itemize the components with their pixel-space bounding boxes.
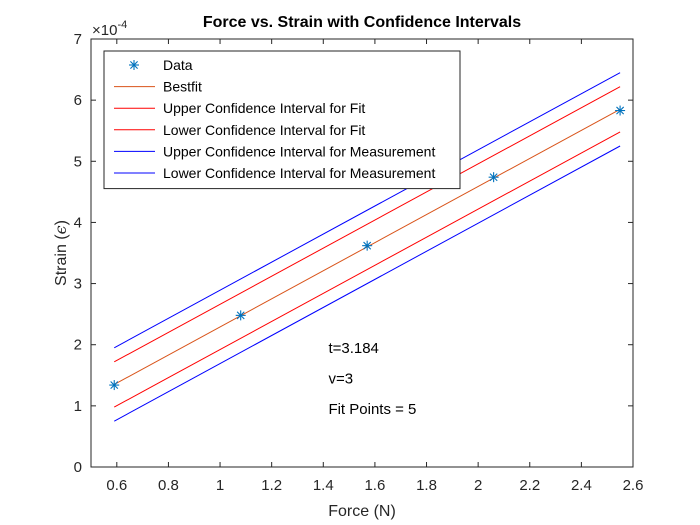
data-point xyxy=(362,240,373,251)
legend-label: Lower Confidence Interval for Fit xyxy=(163,122,365,138)
x-tick-label: 1.6 xyxy=(364,477,385,494)
legend-marker xyxy=(129,60,139,70)
annotations: t=3.184 v=3 Fit Points = 5 xyxy=(328,340,416,418)
y-tick-label: 7 xyxy=(74,31,82,48)
x-tick-label: 1.8 xyxy=(416,477,437,494)
x-axis-label: Force (N) xyxy=(328,503,396,520)
y-tick-label: 2 xyxy=(74,337,82,354)
x-tick-label: 2.6 xyxy=(623,477,644,494)
y-axis-label-symbol: ϵ xyxy=(51,225,70,234)
y-tick-label: 0 xyxy=(74,459,82,476)
y-tick-label: 4 xyxy=(74,214,82,231)
data-point xyxy=(615,105,626,116)
series-line xyxy=(113,131,621,408)
x-tick-label: 1.2 xyxy=(261,477,282,494)
x-tick-label: 2 xyxy=(474,477,482,494)
y-tick-label: 5 xyxy=(74,153,82,170)
annotation-text: Fit Points = 5 xyxy=(328,401,416,418)
y-tick-label: 1 xyxy=(74,398,82,415)
data-point xyxy=(109,380,120,391)
x-tick-label: 0.6 xyxy=(106,477,127,494)
y-axis-label-close: ) xyxy=(53,220,70,225)
y-tick-label: 3 xyxy=(74,276,82,293)
legend-label: Bestfit xyxy=(163,79,202,95)
y-axis-label-text: Strain ( xyxy=(53,234,70,286)
annotation-text: v=3 xyxy=(328,370,353,387)
legend: Data Bestfit Upper Confidence Interval for… xyxy=(103,50,461,190)
x-tick-label: 1 xyxy=(216,477,224,494)
legend-box xyxy=(103,50,461,190)
chart-title: Force vs. Strain with Confidence Interva… xyxy=(203,14,521,31)
x-tick-label: 1.4 xyxy=(313,477,334,494)
y-axis-exponent: ×10-4 xyxy=(92,19,127,39)
series-line xyxy=(113,72,621,349)
y-axis-exponent-prefix: ×10 xyxy=(92,22,117,39)
y-axis-label: Strain (ϵ) xyxy=(51,220,70,286)
series-line xyxy=(113,145,621,422)
legend-label: Data xyxy=(163,57,193,73)
data-point xyxy=(488,172,499,183)
annotation-text: t=3.184 xyxy=(328,340,378,357)
series-line xyxy=(113,86,621,363)
data-point xyxy=(235,310,246,321)
legend-label: Upper Confidence Interval for Measuremen… xyxy=(163,143,435,159)
x-tick-label: 2.2 xyxy=(519,477,540,494)
legend-label: Lower Confidence Interval for Measuremen… xyxy=(163,165,435,181)
legend-label: Upper Confidence Interval for Fit xyxy=(163,100,365,116)
x-tick-label: 0.8 xyxy=(158,477,179,494)
y-axis-exponent-power: -4 xyxy=(117,19,127,31)
y-tick-label: 6 xyxy=(74,92,82,109)
x-tick-label: 2.4 xyxy=(571,477,592,494)
